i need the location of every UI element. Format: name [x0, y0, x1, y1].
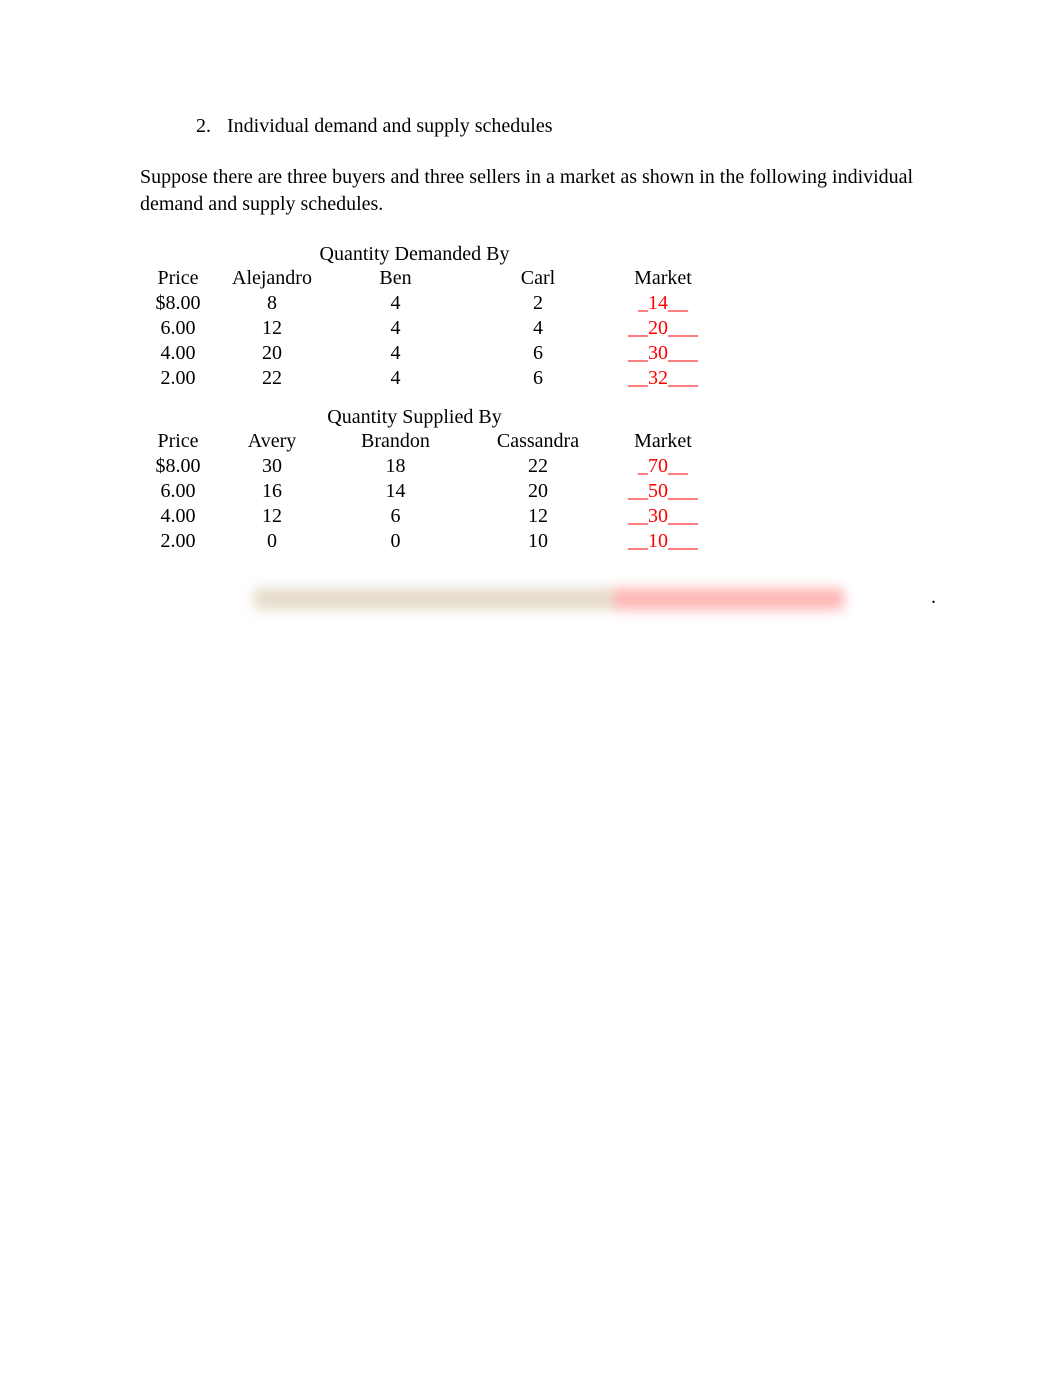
price-cell: $8.00	[140, 291, 216, 316]
supply-header-row: Price Avery Brandon Cassandra Market	[140, 430, 713, 454]
data-cell: 4	[328, 316, 463, 341]
data-cell: 16	[216, 479, 328, 504]
market-cell: __10___	[613, 529, 713, 554]
data-cell: 0	[328, 529, 463, 554]
supply-span-header: Quantity Supplied By	[216, 405, 613, 430]
market-cell: _14__	[613, 291, 713, 316]
market-cell: __32___	[613, 366, 713, 391]
data-cell: 6	[328, 504, 463, 529]
price-cell: 6.00	[140, 479, 216, 504]
col-header-price: Price	[140, 430, 216, 454]
table-row: 6.00 12 4 4 __20___	[140, 316, 713, 341]
data-cell: 22	[463, 454, 613, 479]
table-row: 4.00 20 4 6 __30___	[140, 341, 713, 366]
col-header-carl: Carl	[463, 267, 613, 291]
table-row: 2.00 0 0 10 __10___	[140, 529, 713, 554]
data-cell: 12	[216, 504, 328, 529]
market-cell: _70__	[613, 454, 713, 479]
col-header-brandon: Brandon	[328, 430, 463, 454]
data-cell: 20	[463, 479, 613, 504]
market-cell: __20___	[613, 316, 713, 341]
demand-header-row: Price Alejandro Ben Carl Market	[140, 267, 713, 291]
data-cell: 6	[463, 341, 613, 366]
table-row: 4.00 12 6 12 __30___	[140, 504, 713, 529]
data-cell: 30	[216, 454, 328, 479]
data-cell: 10	[463, 529, 613, 554]
blurred-answer-region: .	[176, 588, 922, 610]
table-row: 6.00 16 14 20 __50___	[140, 479, 713, 504]
price-cell: 2.00	[140, 529, 216, 554]
data-cell: 2	[463, 291, 613, 316]
question-number: 2.	[196, 115, 222, 138]
table-row: $8.00 30 18 22 _70__	[140, 454, 713, 479]
data-cell: 22	[216, 366, 328, 391]
data-cell: 4	[463, 316, 613, 341]
data-cell: 4	[328, 291, 463, 316]
col-header-market: Market	[613, 267, 713, 291]
col-header-alejandro: Alejandro	[216, 267, 328, 291]
data-cell: 8	[216, 291, 328, 316]
table-row: $8.00 8 4 2 _14__	[140, 291, 713, 316]
question-title: Individual demand and supply schedules	[227, 115, 553, 137]
price-cell: 4.00	[140, 341, 216, 366]
question-heading: 2. Individual demand and supply schedule…	[196, 115, 922, 138]
price-cell: 6.00	[140, 316, 216, 341]
data-cell: 4	[328, 341, 463, 366]
intro-paragraph: Suppose there are three buyers and three…	[140, 164, 922, 218]
col-header-market: Market	[613, 430, 713, 454]
data-cell: 20	[216, 341, 328, 366]
data-cell: 12	[216, 316, 328, 341]
demand-span-header: Quantity Demanded By	[216, 242, 613, 267]
col-header-cassandra: Cassandra	[463, 430, 613, 454]
price-cell: 4.00	[140, 504, 216, 529]
col-header-ben: Ben	[328, 267, 463, 291]
price-cell: $8.00	[140, 454, 216, 479]
supply-table: Quantity Supplied By Price Avery Brandon…	[140, 405, 713, 554]
trailing-period: .	[931, 586, 936, 609]
data-cell: 14	[328, 479, 463, 504]
data-cell: 18	[328, 454, 463, 479]
data-cell: 12	[463, 504, 613, 529]
price-cell: 2.00	[140, 366, 216, 391]
blurred-text-bar	[254, 588, 844, 610]
data-cell: 6	[463, 366, 613, 391]
table-row: 2.00 22 4 6 __32___	[140, 366, 713, 391]
col-header-price: Price	[140, 267, 216, 291]
market-cell: __50___	[613, 479, 713, 504]
market-cell: __30___	[613, 504, 713, 529]
data-cell: 4	[328, 366, 463, 391]
col-header-avery: Avery	[216, 430, 328, 454]
data-cell: 0	[216, 529, 328, 554]
demand-table: Quantity Demanded By Price Alejandro Ben…	[140, 242, 713, 391]
market-cell: __30___	[613, 341, 713, 366]
